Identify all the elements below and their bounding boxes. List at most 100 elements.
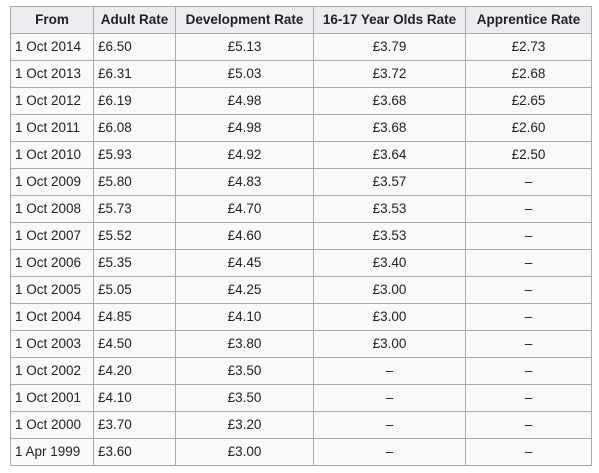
cell-development-rate: £5.03 — [175, 60, 314, 88]
cell-from: 1 Oct 2000 — [10, 411, 94, 439]
cell-16-17-rate: £3.79 — [313, 33, 466, 61]
table-row: 1 Oct 2013 £6.31 £5.03 £3.72 £2.68 — [10, 60, 592, 88]
table-row: 1 Oct 2000 £3.70 £3.20 – – — [10, 411, 592, 439]
cell-adult-rate: £5.80 — [93, 168, 176, 196]
minimum-wage-table: From Adult Rate Development Rate 16-17 Y… — [10, 6, 592, 466]
cell-apprentice-rate: – — [465, 357, 592, 385]
cell-from: 1 Oct 2008 — [10, 195, 94, 223]
cell-apprentice-rate: £2.65 — [465, 87, 592, 115]
cell-apprentice-rate: – — [465, 411, 592, 439]
cell-16-17-rate: £3.68 — [313, 114, 466, 142]
cell-apprentice-rate: – — [465, 195, 592, 223]
cell-16-17-rate: £3.00 — [313, 276, 466, 304]
cell-adult-rate: £5.93 — [93, 141, 176, 169]
cell-from: 1 Oct 2004 — [10, 303, 94, 331]
cell-adult-rate: £6.50 — [93, 33, 176, 61]
cell-adult-rate: £4.10 — [93, 384, 176, 412]
cell-adult-rate: £5.52 — [93, 222, 176, 250]
cell-adult-rate: £6.08 — [93, 114, 176, 142]
header-apprentice-rate: Apprentice Rate — [465, 6, 592, 34]
table-row: 1 Oct 2006 £5.35 £4.45 £3.40 – — [10, 249, 592, 277]
cell-16-17-rate: £3.57 — [313, 168, 466, 196]
cell-16-17-rate: – — [313, 438, 466, 466]
cell-apprentice-rate: – — [465, 303, 592, 331]
cell-development-rate: £4.70 — [175, 195, 314, 223]
cell-development-rate: £3.00 — [175, 438, 314, 466]
cell-from: 1 Oct 2010 — [10, 141, 94, 169]
cell-development-rate: £4.25 — [175, 276, 314, 304]
cell-development-rate: £4.98 — [175, 87, 314, 115]
cell-adult-rate: £5.73 — [93, 195, 176, 223]
cell-16-17-rate: £3.00 — [313, 303, 466, 331]
cell-from: 1 Oct 2002 — [10, 357, 94, 385]
cell-development-rate: £4.45 — [175, 249, 314, 277]
cell-from: 1 Oct 2005 — [10, 276, 94, 304]
table-row: 1 Oct 2005 £5.05 £4.25 £3.00 – — [10, 276, 592, 304]
cell-apprentice-rate: – — [465, 438, 592, 466]
cell-development-rate: £4.92 — [175, 141, 314, 169]
cell-16-17-rate: £3.68 — [313, 87, 466, 115]
cell-apprentice-rate: – — [465, 276, 592, 304]
cell-from: 1 Oct 2006 — [10, 249, 94, 277]
cell-16-17-rate: £3.72 — [313, 60, 466, 88]
cell-apprentice-rate: – — [465, 249, 592, 277]
cell-development-rate: £3.20 — [175, 411, 314, 439]
table-row: 1 Oct 2004 £4.85 £4.10 £3.00 – — [10, 303, 592, 331]
cell-apprentice-rate: – — [465, 330, 592, 358]
cell-adult-rate: £5.35 — [93, 249, 176, 277]
header-from: From — [10, 6, 94, 34]
cell-16-17-rate: £3.00 — [313, 330, 466, 358]
cell-development-rate: £4.98 — [175, 114, 314, 142]
table-header-row: From Adult Rate Development Rate 16-17 Y… — [10, 6, 592, 34]
cell-development-rate: £4.60 — [175, 222, 314, 250]
table-row: 1 Oct 2010 £5.93 £4.92 £3.64 £2.50 — [10, 141, 592, 169]
cell-development-rate: £4.10 — [175, 303, 314, 331]
table-row: 1 Oct 2011 £6.08 £4.98 £3.68 £2.60 — [10, 114, 592, 142]
cell-from: 1 Oct 2012 — [10, 87, 94, 115]
table-row: 1 Oct 2009 £5.80 £4.83 £3.57 – — [10, 168, 592, 196]
table-row: 1 Oct 2012 £6.19 £4.98 £3.68 £2.65 — [10, 87, 592, 115]
cell-apprentice-rate: – — [465, 384, 592, 412]
table-row: 1 Oct 2014 £6.50 £5.13 £3.79 £2.73 — [10, 33, 592, 61]
table-row: 1 Oct 2007 £5.52 £4.60 £3.53 – — [10, 222, 592, 250]
cell-apprentice-rate: £2.68 — [465, 60, 592, 88]
cell-apprentice-rate: £2.60 — [465, 114, 592, 142]
cell-from: 1 Oct 2001 — [10, 384, 94, 412]
cell-adult-rate: £5.05 — [93, 276, 176, 304]
cell-from: 1 Oct 2003 — [10, 330, 94, 358]
cell-from: 1 Oct 2013 — [10, 60, 94, 88]
cell-from: 1 Oct 2014 — [10, 33, 94, 61]
header-adult-rate: Adult Rate — [93, 6, 176, 34]
cell-16-17-rate: £3.40 — [313, 249, 466, 277]
cell-development-rate: £3.50 — [175, 357, 314, 385]
cell-from: 1 Oct 2009 — [10, 168, 94, 196]
cell-adult-rate: £4.20 — [93, 357, 176, 385]
cell-16-17-rate: – — [313, 357, 466, 385]
header-development-rate: Development Rate — [175, 6, 314, 34]
cell-16-17-rate: – — [313, 411, 466, 439]
table-row: 1 Apr 1999 £3.60 £3.00 – – — [10, 438, 592, 466]
cell-adult-rate: £3.60 — [93, 438, 176, 466]
cell-from: 1 Oct 2007 — [10, 222, 94, 250]
cell-16-17-rate: – — [313, 384, 466, 412]
cell-apprentice-rate: – — [465, 222, 592, 250]
cell-adult-rate: £6.19 — [93, 87, 176, 115]
cell-apprentice-rate: £2.73 — [465, 33, 592, 61]
cell-development-rate: £3.80 — [175, 330, 314, 358]
cell-from: 1 Oct 2011 — [10, 114, 94, 142]
table-row: 1 Oct 2001 £4.10 £3.50 – – — [10, 384, 592, 412]
cell-16-17-rate: £3.64 — [313, 141, 466, 169]
cell-16-17-rate: £3.53 — [313, 195, 466, 223]
table-row: 1 Oct 2002 £4.20 £3.50 – – — [10, 357, 592, 385]
cell-apprentice-rate: £2.50 — [465, 141, 592, 169]
header-16-17-rate: 16-17 Year Olds Rate — [313, 6, 466, 34]
cell-development-rate: £5.13 — [175, 33, 314, 61]
table-row: 1 Oct 2003 £4.50 £3.80 £3.00 – — [10, 330, 592, 358]
cell-16-17-rate: £3.53 — [313, 222, 466, 250]
cell-adult-rate: £4.50 — [93, 330, 176, 358]
cell-adult-rate: £3.70 — [93, 411, 176, 439]
cell-from: 1 Apr 1999 — [10, 438, 94, 466]
cell-development-rate: £3.50 — [175, 384, 314, 412]
table-row: 1 Oct 2008 £5.73 £4.70 £3.53 – — [10, 195, 592, 223]
